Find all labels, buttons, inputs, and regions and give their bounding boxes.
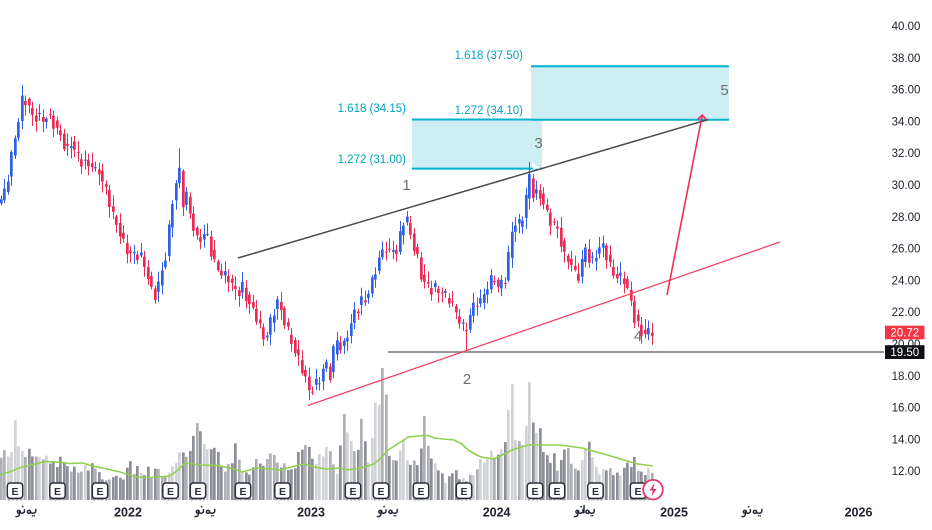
svg-text:16.00: 16.00	[892, 403, 921, 415]
svg-text:E: E	[11, 486, 18, 498]
svg-text:2026: 2026	[845, 506, 873, 520]
svg-text:1.618 (34.15): 1.618 (34.15)	[338, 103, 407, 115]
svg-text:E: E	[167, 486, 174, 498]
svg-text:5: 5	[720, 82, 728, 99]
svg-text:26.00: 26.00	[892, 244, 921, 256]
svg-text:E: E	[239, 486, 246, 498]
svg-text:4: 4	[634, 328, 642, 345]
svg-text:E: E	[460, 486, 467, 498]
svg-text:34.00: 34.00	[892, 116, 921, 128]
svg-text:E: E	[592, 486, 599, 498]
svg-text:38.00: 38.00	[892, 53, 921, 65]
svg-text:2022: 2022	[114, 506, 142, 520]
svg-text:1.272 (31.00): 1.272 (31.00)	[338, 154, 407, 166]
svg-text:E: E	[417, 486, 424, 498]
svg-text:36.00: 36.00	[892, 85, 921, 97]
svg-text:19.50: 19.50	[890, 347, 919, 359]
svg-text:E: E	[96, 486, 103, 498]
svg-text:E: E	[531, 486, 538, 498]
svg-text:2024: 2024	[483, 506, 511, 520]
svg-text:32.00: 32.00	[892, 148, 921, 160]
svg-text:E: E	[194, 486, 201, 498]
svg-text:E: E	[634, 486, 641, 498]
svg-text:18.00: 18.00	[892, 371, 921, 383]
svg-text:28.00: 28.00	[892, 212, 921, 224]
svg-text:30.00: 30.00	[892, 180, 921, 192]
svg-text:2023: 2023	[297, 506, 325, 520]
svg-text:1: 1	[402, 177, 410, 194]
svg-text:2025: 2025	[660, 506, 688, 520]
svg-text:12.00: 12.00	[892, 466, 921, 478]
svg-text:3: 3	[534, 135, 542, 152]
svg-text:1.272 (34.10): 1.272 (34.10)	[455, 105, 524, 117]
svg-text:E: E	[349, 486, 356, 498]
svg-text:20.72: 20.72	[890, 328, 919, 340]
svg-text:E: E	[553, 486, 560, 498]
svg-text:40.00: 40.00	[892, 21, 921, 33]
svg-text:E: E	[279, 486, 286, 498]
svg-text:22.00: 22.00	[892, 307, 921, 319]
svg-text:2: 2	[463, 371, 471, 388]
svg-text:1.618 (37.50): 1.618 (37.50)	[455, 50, 524, 62]
svg-text:24.00: 24.00	[892, 275, 921, 287]
svg-text:E: E	[377, 486, 384, 498]
svg-text:14.00: 14.00	[892, 434, 921, 446]
svg-text:E: E	[54, 486, 61, 498]
